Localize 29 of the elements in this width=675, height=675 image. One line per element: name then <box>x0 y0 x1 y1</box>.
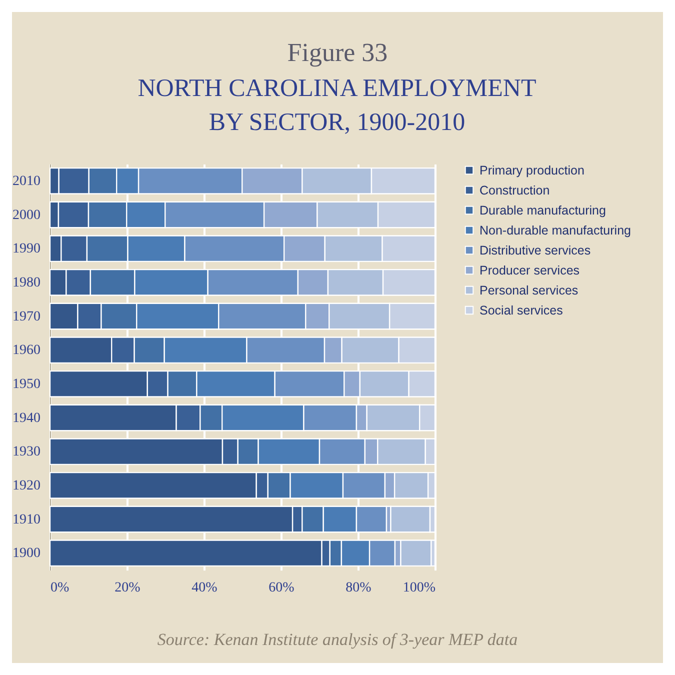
y-tick-label: 1980 <box>12 275 40 290</box>
legend-label: Distributive services <box>480 243 591 258</box>
x-tick-label: 0% <box>50 580 70 596</box>
x-tick-label: 100% <box>402 580 436 596</box>
legend-label: Durable manufacturing <box>480 203 606 218</box>
x-tick-label: 40% <box>192 580 218 596</box>
y-tick-label: 2000 <box>12 208 40 223</box>
y-tick-label: 1950 <box>12 376 40 392</box>
chart-subtitle: NORTH CAROLINA EMPLOYMENT BY SECTOR, 1900-2010 <box>137 74 537 138</box>
legend-label: Personal services <box>480 283 578 298</box>
legend-label: Social services <box>480 303 563 318</box>
legend-label: Construction <box>480 183 550 198</box>
x-tick-label: 20% <box>114 580 141 596</box>
legend-label: Producer services <box>480 263 580 278</box>
source-note: Source: Kenan Institute analysis of 3-year MEP data <box>156 630 519 650</box>
legend-label: Primary production <box>480 163 584 178</box>
x-tick-label: 80% <box>346 580 372 596</box>
y-tick-label: 1990 <box>12 242 40 257</box>
y-tick-label: 1970 <box>12 309 40 324</box>
y-tick-label: 1900 <box>12 546 40 562</box>
y-tick-label: 2010 <box>12 174 40 189</box>
y-tick-label: 1960 <box>12 343 40 358</box>
y-tick-label: 1930 <box>12 444 40 460</box>
y-tick-label: 1940 <box>12 410 40 426</box>
legend-label: Non-durable manufacturing <box>480 223 632 238</box>
y-tick-label: 1910 <box>12 512 40 528</box>
x-tick-label: 60% <box>268 580 295 596</box>
y-tick-label: 1920 <box>12 478 40 494</box>
chart-title: Figure 33 <box>286 38 389 68</box>
